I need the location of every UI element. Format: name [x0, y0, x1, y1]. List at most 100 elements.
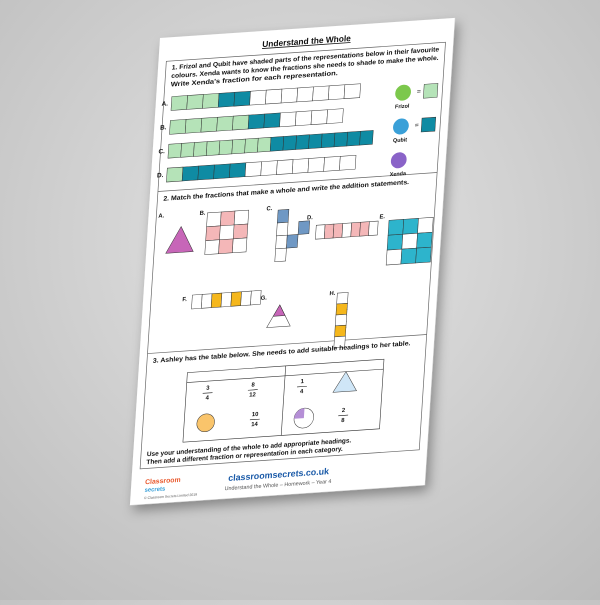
cell — [276, 235, 288, 249]
cell — [401, 248, 417, 264]
cell — [229, 163, 246, 178]
denominator: 12 — [249, 392, 257, 399]
character-name: Qubit — [393, 137, 408, 144]
cell — [232, 139, 246, 154]
cell — [201, 117, 218, 132]
cell — [335, 325, 347, 337]
cell — [193, 142, 207, 157]
cell — [297, 87, 314, 102]
shape-label: B. — [199, 211, 206, 217]
cell — [333, 223, 343, 238]
character-name: Xenda — [390, 171, 408, 178]
cell — [250, 290, 261, 305]
cell — [232, 115, 249, 130]
cell — [270, 136, 284, 151]
cell — [336, 303, 348, 315]
cell — [417, 232, 433, 248]
cell — [344, 84, 361, 99]
cell — [295, 111, 312, 126]
shape-label: H. — [329, 291, 336, 297]
cell — [206, 226, 221, 241]
cell — [327, 109, 344, 124]
cell — [313, 86, 330, 101]
cell — [231, 292, 242, 307]
row-label: C. — [158, 148, 165, 155]
cell — [218, 92, 235, 107]
row-label: A. — [161, 100, 168, 107]
cell — [198, 165, 215, 180]
cell — [386, 249, 402, 265]
cell — [337, 292, 349, 304]
cell — [321, 133, 335, 148]
cell — [241, 291, 252, 306]
denominator: 14 — [251, 422, 259, 429]
cell — [250, 90, 267, 105]
cell — [311, 110, 328, 125]
cell — [214, 164, 231, 179]
cell — [202, 93, 219, 108]
cell — [334, 132, 348, 147]
cell — [286, 234, 298, 248]
cell — [416, 247, 432, 263]
cell — [387, 234, 403, 250]
cell — [275, 248, 287, 262]
character-name: Frizol — [395, 104, 410, 111]
cell — [219, 239, 234, 254]
cell — [232, 238, 247, 253]
cell — [342, 223, 352, 238]
cell — [185, 118, 202, 133]
shape-label: G. — [260, 295, 267, 301]
row-label: B. — [160, 124, 167, 131]
shape-label: E. — [379, 214, 385, 220]
cell — [248, 114, 265, 129]
cell — [205, 240, 220, 255]
cell — [191, 294, 202, 309]
cell — [219, 140, 233, 155]
equals-sign: = — [414, 122, 418, 129]
cell — [201, 294, 212, 309]
cell — [211, 293, 222, 308]
cell — [245, 162, 262, 177]
row-label: D. — [157, 172, 164, 179]
cell — [368, 221, 378, 236]
shape-label: C. — [266, 206, 273, 212]
cell — [388, 219, 404, 235]
cell — [339, 155, 356, 170]
cell — [335, 314, 347, 326]
cell — [360, 222, 370, 237]
cell — [360, 130, 374, 145]
shape-label: F. — [182, 297, 187, 303]
cell — [264, 113, 281, 128]
cell — [234, 91, 251, 106]
cell — [245, 138, 259, 153]
cell — [233, 224, 248, 239]
key-box — [421, 117, 436, 132]
cell — [166, 167, 183, 182]
cell — [283, 136, 297, 151]
cell — [308, 157, 325, 172]
cell — [276, 160, 293, 175]
cell — [217, 116, 234, 131]
cell — [265, 89, 282, 104]
cell — [221, 292, 232, 307]
cell — [187, 94, 204, 109]
cell — [298, 221, 310, 235]
numerator: 10 — [252, 412, 260, 419]
cell — [220, 211, 235, 226]
cell — [347, 131, 361, 146]
cell — [206, 141, 220, 156]
cell — [296, 135, 310, 150]
cell — [281, 88, 298, 103]
cell — [277, 209, 289, 223]
cell — [261, 161, 278, 176]
equals-sign: = — [417, 88, 421, 95]
cell — [403, 218, 419, 234]
cell — [324, 224, 334, 239]
cell — [168, 143, 182, 158]
cell — [171, 95, 188, 110]
cell — [234, 210, 249, 225]
key-box — [423, 83, 438, 98]
